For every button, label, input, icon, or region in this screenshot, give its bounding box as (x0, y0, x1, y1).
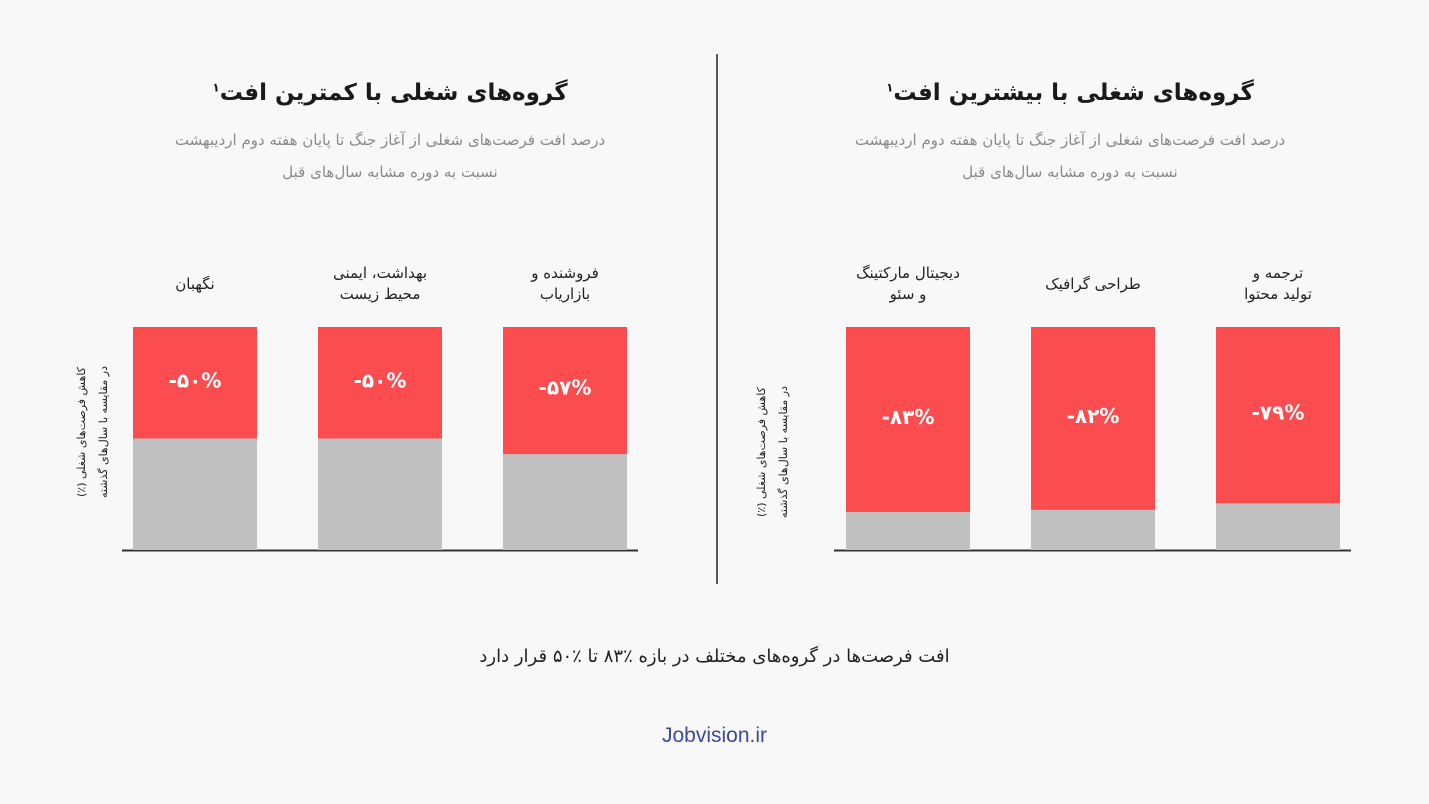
left-chart-panel: گروه‌های شغلی با کمترین افت۱ درصد افت فر… (70, 0, 710, 600)
right-title-text: گروه‌های شغلی با بیشترین افت (893, 80, 1254, 106)
left-chart-title: گروه‌های شغلی با کمترین افت۱ (70, 80, 710, 106)
left-title-text: گروه‌های شغلی با کمترین افت (219, 80, 568, 106)
right-bar-decline-0 (846, 327, 970, 513)
right-chart-subtitle: درصد افت فرصت‌های شغلی از آغاز جنگ تا پا… (750, 124, 1390, 188)
left-title-footnote: ۱ (212, 80, 220, 95)
right-bar-decline-1 (1031, 327, 1155, 510)
left-bar-decline-0 (133, 327, 257, 439)
right-subtitle-line1: درصد افت فرصت‌های شغلی از آغاز جنگ تا پا… (854, 131, 1286, 149)
right-chart-title: گروه‌های شغلی با بیشترین افت۱ (750, 80, 1390, 106)
left-bar-decline-2 (503, 327, 627, 455)
left-category-label-1: بهداشت، ایمنی محیط زیست (332, 264, 428, 303)
left-subtitle-line2: نسبت به دوره مشابه سال‌های قبل (282, 163, 498, 181)
left-category-label-0: نگهبان (175, 274, 215, 293)
right-value-label-0: -۸۳% (882, 405, 935, 429)
right-category-label-2: ترجمه و تولید محتوا (1244, 264, 1312, 303)
right-value-label-1: -۸۲% (1067, 404, 1120, 428)
left-bar-chart: -۵۰% -۵۰% -۵۷% (122, 327, 638, 552)
right-bar-decline-2 (1216, 327, 1340, 504)
left-value-label-2: -۵۷% (539, 376, 592, 400)
panel-divider (716, 54, 718, 584)
right-value-label-2: -۷۹% (1252, 401, 1305, 425)
left-chart-subtitle: درصد افت فرصت‌های شغلی از آغاز جنگ تا پا… (70, 124, 710, 188)
right-chart-panel: گروه‌های شغلی با بیشترین افت۱ درصد افت ف… (750, 0, 1390, 600)
right-subtitle-line2: نسبت به دوره مشابه سال‌های قبل (962, 163, 1178, 181)
left-value-label-0: -۵۰% (169, 368, 222, 392)
summary-note: افت فرصت‌ها در گروه‌های مختلف در بازه ٪۸… (479, 646, 950, 667)
left-value-label-1: -۵۰% (354, 368, 407, 392)
right-title-footnote: ۱ (886, 80, 894, 95)
brand-link[interactable]: Jobvision.ir (661, 724, 768, 747)
left-category-label-2: فروشنده و بازاریاب (531, 264, 599, 303)
left-bar-decline-1 (318, 327, 442, 439)
right-category-label-1: طراحی گرافیک (1045, 274, 1141, 293)
left-subtitle-line1: درصد افت فرصت‌های شغلی از آغاز جنگ تا پا… (174, 131, 606, 149)
right-category-label-0: دیجیتال مارکتینگ و سئو (856, 264, 960, 303)
right-bar-chart: -۸۳% -۸۲% -۷۹% (834, 327, 1351, 552)
